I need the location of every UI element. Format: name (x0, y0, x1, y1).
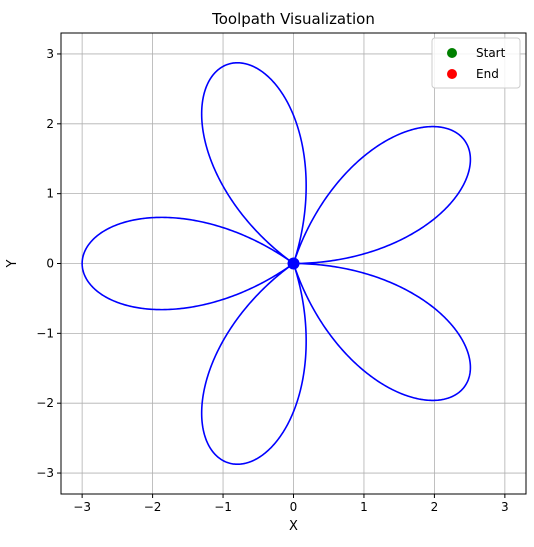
legend-start-marker (447, 48, 457, 58)
x-tick-label: −3 (73, 500, 91, 514)
y-axis-label: Y (5, 259, 20, 268)
y-tick-label: −3 (36, 466, 54, 480)
legend-end-marker (447, 69, 457, 79)
x-tick-label: −2 (144, 500, 162, 514)
y-tick-label: 1 (46, 187, 54, 201)
y-tick-label: −1 (36, 326, 54, 340)
y-tick-label: 3 (46, 47, 54, 61)
legend: Start End (431, 37, 521, 89)
toolpath-line (81, 61, 472, 466)
x-tick-label: 1 (360, 500, 368, 514)
legend-end-label: End (476, 67, 499, 81)
center-marker (287, 257, 300, 270)
x-axis-label: X (289, 519, 298, 534)
x-tick-label: 0 (290, 500, 298, 514)
axes-frame (60, 32, 527, 495)
y-tick-label: 2 (46, 117, 54, 131)
x-tick-label: 2 (431, 500, 439, 514)
plot-area (81, 61, 472, 466)
y-tick-label: −2 (36, 396, 54, 410)
legend-start-label: Start (476, 46, 506, 60)
x-tick-label: −1 (214, 500, 232, 514)
ticks: −3 −2 −1 0 1 2 3 −3 −2 −1 0 1 2 3 (36, 47, 508, 514)
y-tick-label: 0 (46, 257, 54, 271)
x-tick-label: 3 (501, 500, 509, 514)
chart-title: Toolpath Visualization (211, 10, 375, 28)
